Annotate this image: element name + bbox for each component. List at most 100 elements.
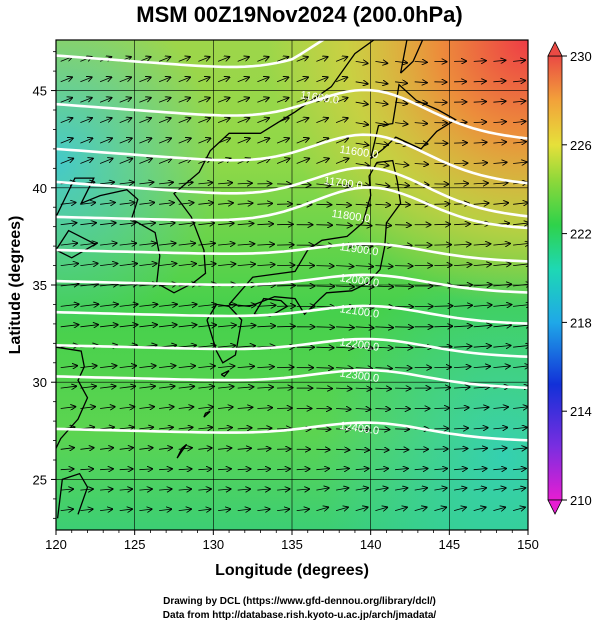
wind-arrow: [336, 266, 353, 267]
wind-arrow: [296, 118, 309, 123]
wind-arrow: [237, 428, 252, 429]
wind-arrow: [80, 366, 96, 368]
wind-arrow: [336, 449, 349, 450]
wind-arrow: [513, 366, 528, 368]
wind-arrow: [257, 305, 275, 306]
colorbar-tick-label: 222: [570, 227, 592, 242]
x-tick-label: 145: [438, 537, 460, 552]
contour-label: 11700.0: [323, 175, 363, 192]
wind-arrow: [316, 488, 328, 490]
contour-label: 12000.0: [339, 272, 380, 289]
wind-arrow: [493, 305, 511, 307]
wind-arrow: [80, 223, 96, 225]
height-contours: [56, 40, 528, 442]
wind-arrow: [355, 61, 368, 63]
wind-arrow: [158, 118, 171, 123]
wind-arrow: [277, 469, 290, 470]
wind-arrow: [139, 304, 157, 306]
wind-arrow: [119, 243, 137, 245]
wind-arrow: [493, 81, 505, 82]
wind-arrow: [375, 449, 388, 450]
wind-arrow: [80, 325, 98, 327]
wind-arrow: [257, 509, 269, 511]
y-axis-label: Latitude (degrees): [7, 216, 24, 355]
wind-arrow: [434, 507, 446, 510]
wind-arrow: [237, 244, 255, 245]
wind-arrow: [60, 223, 77, 225]
wind-arrow: [100, 243, 117, 245]
wind-arrow: [336, 488, 348, 490]
wind-arrow: [257, 224, 273, 225]
wind-arrow: [375, 123, 387, 125]
wind-arrow: [493, 142, 506, 143]
wind-arrow: [60, 366, 77, 368]
wind-arrow: [257, 449, 270, 450]
wind-arrow: [159, 182, 173, 184]
wind-arrow: [257, 346, 274, 347]
wind-arrow: [159, 427, 173, 429]
wind-arrow: [218, 387, 234, 389]
wind-arrow: [395, 82, 407, 84]
wind-arrow: [395, 123, 407, 125]
wind-arrow: [99, 159, 112, 164]
wind-arrow: [178, 345, 196, 347]
wind-arrow: [277, 306, 295, 307]
height-contour: [56, 304, 528, 325]
wind-arrow: [414, 61, 427, 62]
wind-arrow: [119, 138, 132, 144]
wind-arrow: [336, 388, 352, 389]
wind-arrow: [80, 489, 92, 490]
wind-arrow: [198, 345, 215, 347]
wind-arrow: [454, 408, 469, 409]
wind-arrow: [139, 366, 155, 368]
wind-arrow: [100, 509, 112, 511]
wind-arrow: [198, 386, 214, 388]
wind-arrow: [60, 489, 73, 490]
height-contour: [56, 421, 528, 442]
wind-arrow: [119, 304, 138, 306]
map-title: MSM 00Z19Nov2024 (200.0hPa): [136, 2, 463, 27]
wind-arrow: [375, 488, 387, 490]
wind-arrow: [237, 448, 251, 449]
wind-arrow: [100, 182, 114, 184]
wind-arrow: [198, 304, 216, 306]
wind-arrow: [277, 265, 294, 266]
colorbar-top-arrow: [547, 41, 563, 57]
wind-arrow: [119, 118, 132, 123]
wind-arrow: [473, 507, 486, 510]
wind-arrow: [316, 327, 334, 328]
wind-arrow: [139, 469, 152, 470]
wind-arrow: [375, 225, 391, 226]
wind-arrow: [493, 122, 506, 123]
wind-arrow: [493, 407, 508, 409]
wind-arrow: [178, 407, 194, 409]
wind-arrow: [395, 306, 413, 307]
wind-arrow: [237, 57, 249, 62]
wind-arrow: [80, 98, 91, 103]
wind-arrow: [316, 388, 332, 389]
wind-arrow: [453, 507, 466, 510]
wind-arrow: [237, 325, 256, 326]
wind-arrow: [119, 386, 136, 388]
wind-arrow: [355, 102, 368, 104]
colorbar-tick-label: 218: [570, 315, 592, 330]
wind-arrow: [218, 244, 235, 246]
height-contour: [56, 242, 528, 263]
wind-arrow: [355, 347, 373, 348]
wind-arrow: [198, 118, 210, 123]
coastline: [220, 370, 230, 378]
wind-arrow: [276, 77, 288, 83]
wind-arrow: [473, 428, 488, 429]
wind-arrow: [178, 243, 196, 245]
wind-arrow: [159, 243, 176, 245]
wind-arrow: [178, 489, 191, 490]
wind-arrow: [277, 286, 295, 287]
wind-arrow: [434, 306, 452, 307]
wind-arrow: [473, 407, 489, 408]
wind-arrow: [139, 77, 150, 83]
wind-arrow: [198, 427, 212, 429]
wind-arrow: [257, 77, 268, 83]
y-tick-label: 40: [33, 181, 47, 196]
wind-arrow: [60, 325, 79, 327]
wind-arrow: [80, 118, 92, 123]
